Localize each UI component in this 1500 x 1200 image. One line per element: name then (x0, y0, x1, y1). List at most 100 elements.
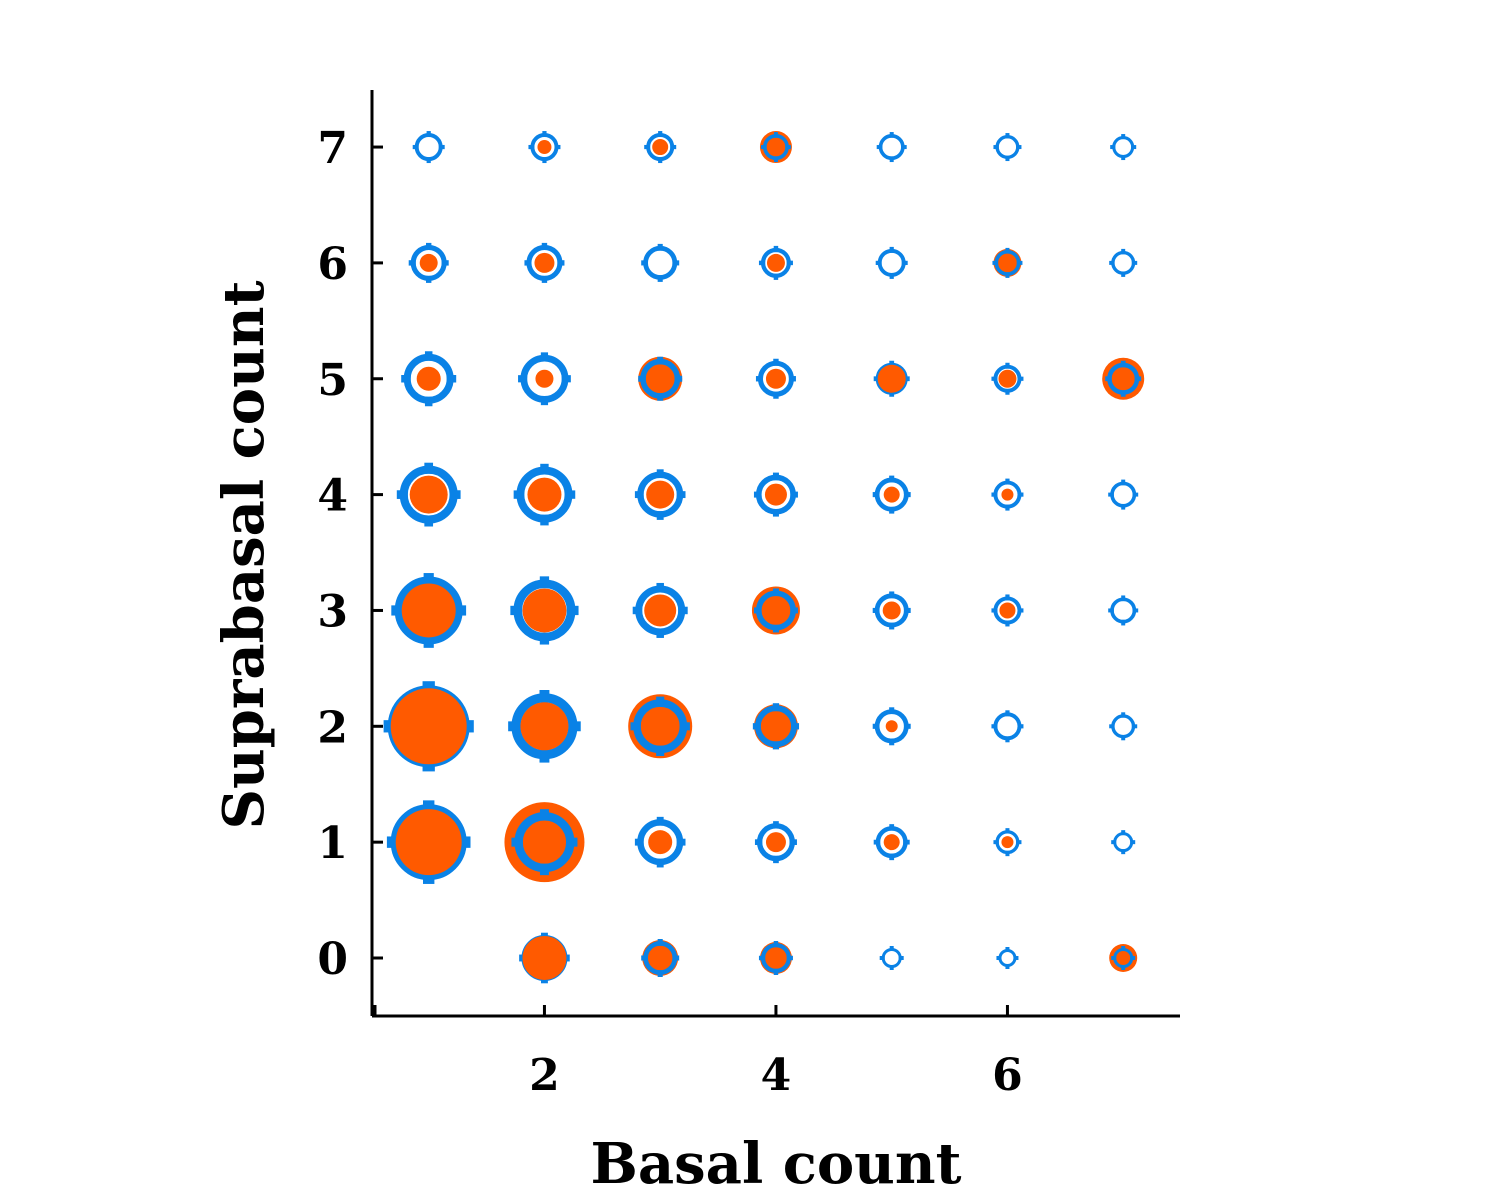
orange-bubble (765, 832, 786, 853)
blue-ring (1111, 714, 1136, 739)
y-tick-label: 5 (317, 355, 348, 406)
bubble-marker (872, 475, 911, 514)
blue-ring (1110, 597, 1137, 624)
bubble-marker (991, 362, 1024, 395)
bubble-marker (751, 586, 800, 635)
bubble-marker (873, 360, 910, 397)
orange-bubble (409, 475, 448, 514)
bubble-marker (391, 573, 467, 648)
orange-bubble (877, 364, 906, 393)
blue-ring (998, 949, 1017, 967)
orange-bubble (419, 253, 438, 272)
bubble-marker (396, 462, 461, 527)
bubble-marker (876, 132, 907, 163)
orange-bubble (537, 140, 552, 155)
orange-bubble (522, 936, 567, 980)
x-tick-label: 6 (992, 1050, 1023, 1101)
bubble-marker (644, 131, 677, 164)
bubble-marker (508, 690, 581, 763)
bubble-marker (524, 242, 565, 283)
orange-bubble (883, 834, 900, 851)
orange-bubble (882, 601, 901, 620)
bubble-marker (991, 594, 1024, 627)
bubble-marker (752, 703, 800, 750)
orange-bubble (527, 477, 562, 512)
bubble-marker (1109, 712, 1138, 741)
blue-ring (414, 133, 443, 162)
y-tick-label: 4 (317, 471, 348, 522)
blue-ring (995, 135, 1020, 160)
bubble-marker (872, 707, 911, 746)
y-tick-label: 2 (317, 702, 348, 753)
orange-bubble (1001, 836, 1014, 849)
bubble-marker (408, 242, 449, 283)
bubble-marker (879, 946, 904, 970)
bubble-marker (991, 478, 1024, 511)
orange-bubble (401, 583, 456, 638)
bubble-marker (873, 824, 910, 861)
orange-bubble (416, 366, 441, 391)
orange-bubble (999, 602, 1016, 619)
y-axis-title: Suprabasal count (211, 280, 277, 829)
bubble-marker (875, 246, 908, 279)
y-tick-label: 7 (317, 123, 348, 174)
y-tick-label: 0 (317, 934, 348, 985)
orange-bubble (765, 368, 786, 389)
bubble-marker (504, 802, 585, 883)
y-tick-label: 1 (317, 818, 348, 869)
bubble-marker (1109, 944, 1138, 972)
bubble-marker (1109, 248, 1138, 277)
bubble-marker (758, 941, 793, 975)
bubble-marker (638, 356, 683, 401)
orange-bubble (520, 702, 569, 751)
orange-bubble (395, 809, 462, 876)
bubble-marker (759, 131, 792, 164)
blue-ring (643, 245, 678, 280)
bubble-marker (1111, 830, 1136, 855)
orange-bubble (998, 369, 1017, 388)
blue-ring (878, 134, 905, 161)
bubble-marker (641, 243, 680, 282)
orange-bubble (883, 486, 900, 503)
blue-ring (877, 248, 906, 277)
blue-ring (1110, 481, 1137, 508)
bubble-marker (513, 463, 576, 526)
bubble-marker (1108, 595, 1139, 626)
bubble-marker (401, 351, 457, 407)
y-tick-label: 6 (317, 239, 348, 290)
bubble-marker (519, 932, 570, 984)
bubble-marker (634, 469, 686, 520)
orange-bubble (522, 588, 567, 633)
orange-bubble (534, 252, 555, 273)
bubble-marker (628, 694, 693, 759)
bubble-marker (991, 710, 1024, 743)
bubble-marker (386, 800, 471, 884)
bubble-marker (518, 352, 571, 406)
orange-bubble (764, 483, 787, 506)
bubble-marker (754, 821, 797, 864)
chart-marks (383, 131, 1145, 984)
bubble-marker (1102, 357, 1145, 400)
blue-ring (1111, 250, 1136, 275)
orange-bubble (1001, 488, 1014, 501)
blue-ring (1113, 832, 1134, 853)
bubble-marker (1110, 134, 1137, 161)
bubble-marker (753, 472, 798, 517)
bubble-marker (755, 358, 796, 399)
bubble-marker (872, 591, 911, 630)
bubble-marker (1108, 479, 1139, 510)
bubble-marker (632, 582, 688, 638)
orange-bubble (535, 369, 554, 388)
bubble-marker (383, 681, 474, 772)
orange-bubble (766, 253, 785, 272)
bubble-marker (758, 245, 793, 280)
blue-ring (993, 712, 1022, 741)
bubble-marker (528, 131, 561, 164)
orange-bubble (652, 139, 669, 156)
blue-ring (1112, 136, 1135, 159)
bubble-marker (412, 131, 445, 164)
orange-bubble (648, 830, 673, 855)
blue-ring (881, 948, 902, 968)
bubble-marker (992, 247, 1023, 278)
